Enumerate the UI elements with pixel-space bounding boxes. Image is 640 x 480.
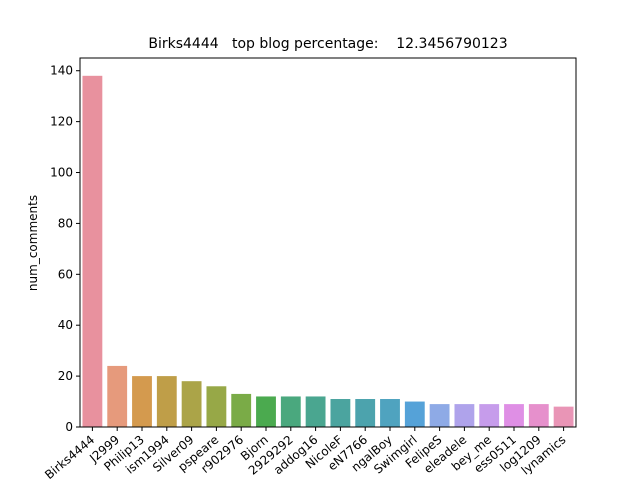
y-tick-label: 80 [58, 216, 73, 230]
y-axis-label: num_comments [26, 195, 40, 291]
y-tick-label: 40 [58, 318, 73, 332]
bar-addog16 [305, 396, 326, 427]
bar-Silver09 [181, 381, 202, 427]
y-tick-label: 60 [58, 267, 73, 281]
bar-2929292 [280, 396, 301, 427]
bar-r902976 [231, 393, 252, 427]
x-axis-ticks: Birks4444J2999Philip13ism1994Silver09psp… [42, 427, 569, 480]
y-tick-label: 100 [50, 166, 73, 180]
bar-Philip13 [132, 376, 152, 427]
y-axis-ticks: 0 20 40 60 80 100 120 140 [50, 64, 80, 434]
y-tick-label: 140 [50, 64, 73, 78]
bar-bey_me [479, 404, 500, 427]
bar-NicoleF [330, 399, 351, 427]
bar-Bjorn [256, 396, 276, 427]
bar-pspeare [206, 386, 227, 427]
bar-log1209 [528, 404, 549, 427]
y-tick-label: 120 [50, 115, 73, 129]
bar-J2999 [107, 365, 128, 427]
bar-ess0511 [504, 404, 524, 427]
bar-Swimgirl [404, 401, 425, 427]
bar-eleadele [454, 404, 475, 427]
bar-eN7766 [355, 399, 376, 427]
plot-frame [79, 57, 577, 428]
bar-Birks4444 [82, 75, 103, 427]
bar-lynamics [553, 406, 574, 427]
chart-title: Birks4444 top blog percentage: 12.345679… [148, 36, 507, 52]
y-tick-label: 0 [65, 420, 73, 434]
bar-FelipeS [429, 404, 450, 427]
y-tick-label: 20 [58, 369, 73, 383]
bar-ngalBoy [380, 399, 400, 427]
bar-ism1994 [156, 376, 177, 427]
bars-group [82, 75, 574, 427]
